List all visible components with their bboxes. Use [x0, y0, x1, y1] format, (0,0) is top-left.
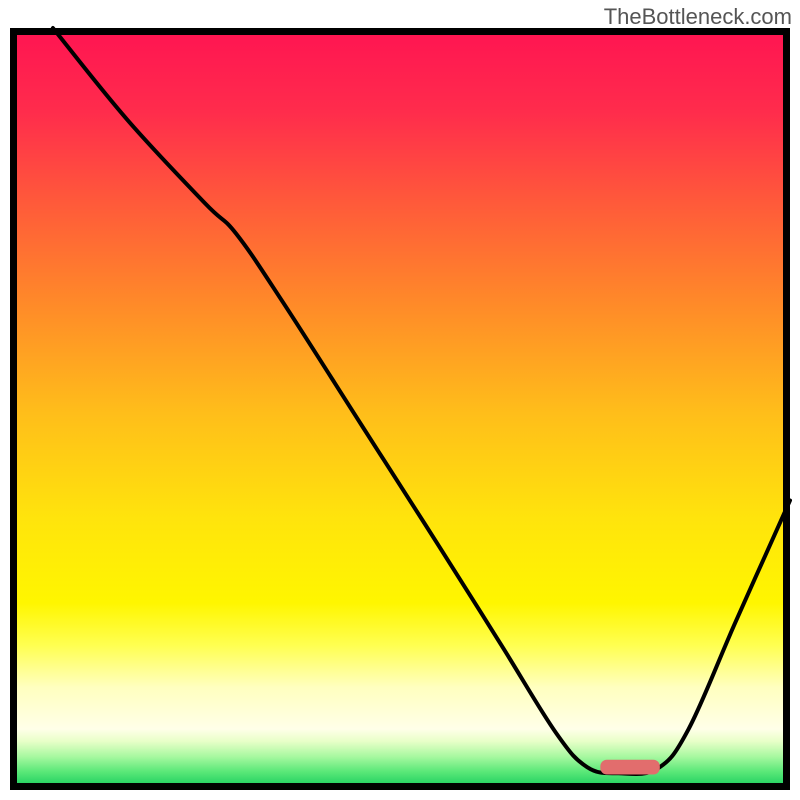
chart-container: TheBottleneck.com	[0, 0, 800, 800]
optimal-marker	[601, 760, 660, 774]
gradient-body	[10, 28, 790, 729]
gradient-bottom-band	[10, 729, 790, 790]
watermark-text: TheBottleneck.com	[604, 4, 792, 30]
bottleneck-chart	[0, 0, 800, 800]
